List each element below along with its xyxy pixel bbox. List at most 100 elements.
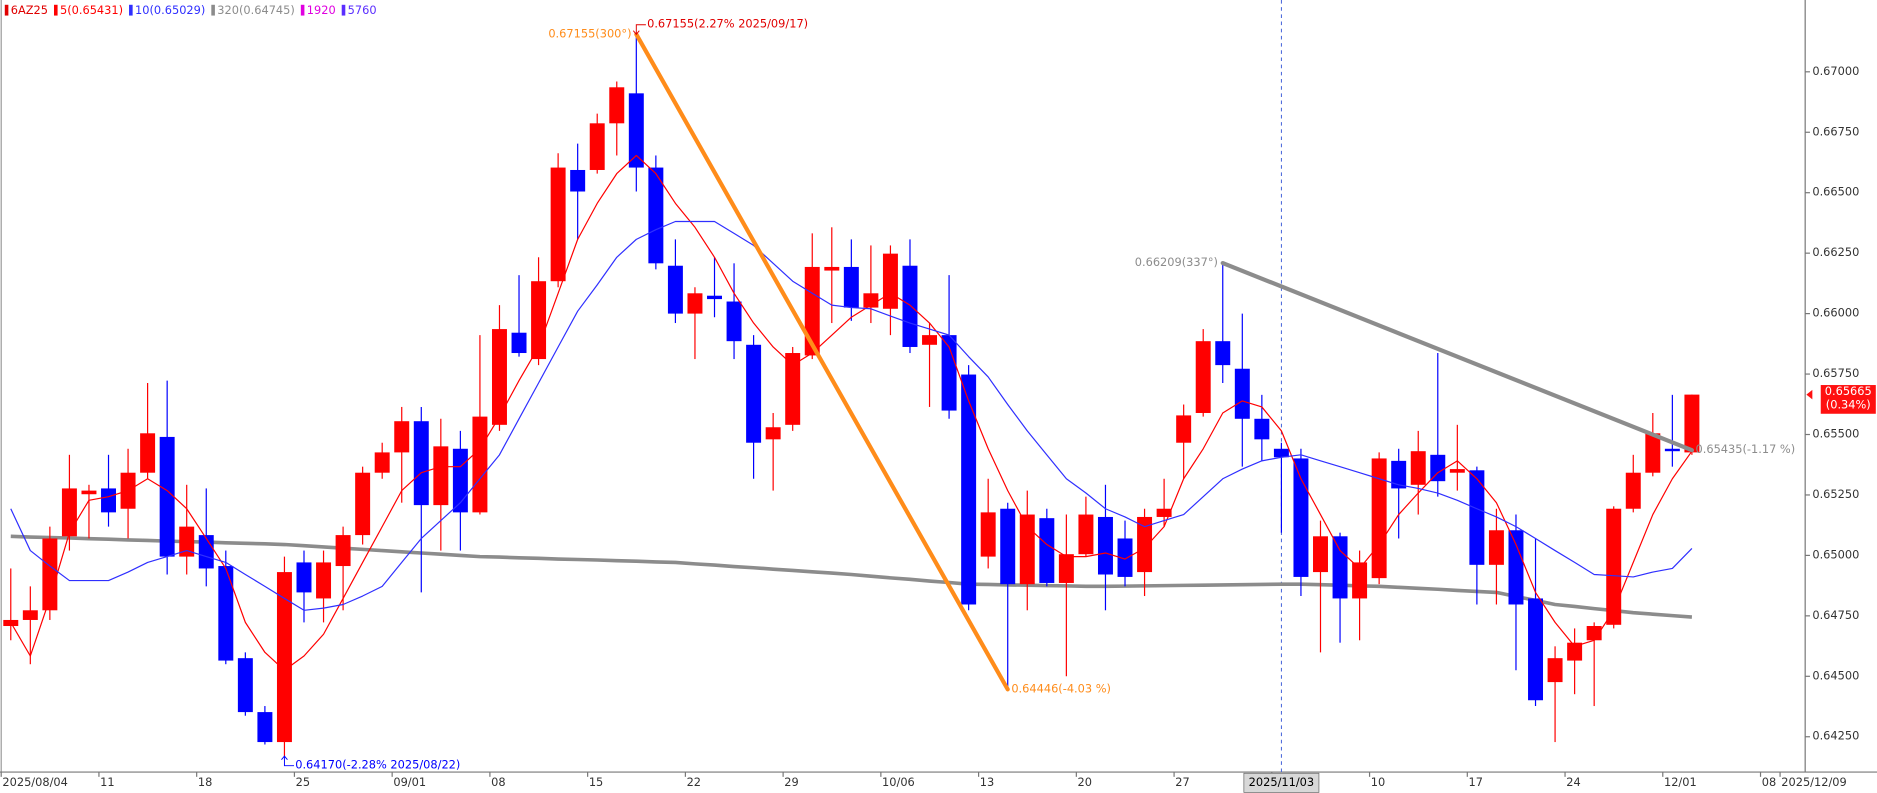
candle-body <box>1488 530 1504 565</box>
candle-body <box>1528 598 1544 701</box>
y-tick-label: 0.66500 <box>1812 185 1859 199</box>
x-tick-label: 2025/12/09 <box>1781 775 1846 789</box>
candle-body <box>1195 341 1211 413</box>
candle-body <box>961 374 977 605</box>
candle-body <box>765 427 781 440</box>
last-price-box <box>1820 385 1876 414</box>
x-tick-label: 11 <box>100 775 114 789</box>
legend-entry: 320(0.64745) <box>217 3 295 17</box>
candle-body <box>1547 658 1563 683</box>
candle-body <box>42 538 58 611</box>
trend-line-start-label: 0.67155(300°) <box>548 26 631 40</box>
extreme-marker-arrow <box>281 755 288 760</box>
candle-body <box>726 301 742 342</box>
candle-body <box>1215 341 1231 366</box>
legend-entry: 5760 <box>348 3 377 17</box>
moving-average-line <box>10 154 1693 671</box>
x-tick-label: 08 <box>491 775 505 789</box>
x-tick-label: 22 <box>687 775 701 789</box>
candle-body <box>804 266 820 356</box>
candle-body <box>413 421 429 506</box>
candle-body <box>1606 508 1622 625</box>
legend-entry: 1920 <box>307 3 336 17</box>
last-price-pointer <box>1806 389 1813 400</box>
candle-body <box>648 167 664 264</box>
trend-line-start-label: 0.66209(337°) <box>1135 255 1218 269</box>
candle-body <box>472 416 488 513</box>
candle-body <box>531 281 547 360</box>
x-tick-highlight-box <box>1243 772 1320 793</box>
candle-body <box>374 452 390 473</box>
y-tick-label: 0.65750 <box>1812 366 1859 380</box>
x-tick-label: 29 <box>784 775 798 789</box>
candle-body <box>1000 508 1016 585</box>
candle-body <box>1039 518 1055 583</box>
candle-body <box>433 446 449 506</box>
x-tick-label: 24 <box>1566 775 1580 789</box>
y-tick-label: 0.64750 <box>1812 608 1859 622</box>
y-tick-label: 0.64250 <box>1812 729 1859 743</box>
legend-entry-swatch <box>300 4 305 16</box>
candle-body <box>1137 516 1153 573</box>
candle-body <box>687 293 703 314</box>
x-tick-label: 20 <box>1078 775 1092 789</box>
candle-body <box>316 562 332 599</box>
candle-body <box>746 344 762 443</box>
y-tick-label: 0.66750 <box>1812 124 1859 138</box>
x-tick-label: 15 <box>589 775 603 789</box>
extreme-marker <box>635 24 646 35</box>
x-tick-label: 13 <box>980 775 994 789</box>
candle-body <box>1625 472 1641 509</box>
x-tick-label: 12/01 <box>1664 775 1697 789</box>
trend-line <box>1220 260 1695 453</box>
y-tick-label: 0.65250 <box>1812 487 1859 501</box>
candle-body <box>1097 516 1113 575</box>
candle-body <box>550 167 566 282</box>
legend-entry-swatch <box>53 4 58 16</box>
candle-body <box>1313 536 1328 573</box>
candle-body <box>1664 448 1680 452</box>
legend-entry: 10(0.65029) <box>135 3 205 17</box>
x-tick-label: 18 <box>198 775 212 789</box>
candle-body <box>81 490 97 495</box>
candle-body <box>198 535 214 569</box>
legend-entry-swatch <box>341 4 346 16</box>
extreme-marker-label: 0.64170(-2.28% 2025/08/22) <box>295 758 460 772</box>
candle-body <box>628 93 644 168</box>
candle-body <box>159 436 175 557</box>
extreme-marker-label: 0.67155(2.27% 2025/09/17) <box>647 17 808 31</box>
x-tick-label: 08 <box>1762 775 1776 789</box>
last-price-label: 0.65665 <box>1825 384 1872 398</box>
candle-body <box>667 265 683 314</box>
candle-body <box>863 293 879 308</box>
candle-body <box>296 562 312 593</box>
candle-body <box>140 433 156 473</box>
y-tick-label: 0.64500 <box>1812 668 1859 682</box>
x-tick-label: 2025/08/04 <box>2 775 67 789</box>
candle-body <box>1469 470 1485 565</box>
trend-line-end-label: 0.64446(-4.03 %) <box>1011 681 1111 695</box>
candle-body <box>824 266 840 271</box>
y-tick-label: 0.66250 <box>1812 245 1859 259</box>
candle-body <box>1430 454 1446 482</box>
candle-body <box>1391 460 1407 489</box>
candle-body <box>941 335 957 411</box>
candle-body <box>218 566 234 661</box>
candle-body <box>843 266 859 308</box>
extreme-marker-arrow <box>632 30 640 36</box>
candle-body <box>785 353 801 425</box>
y-tick-label: 0.67000 <box>1812 64 1859 78</box>
candle-body <box>257 712 273 743</box>
candle-body <box>1293 458 1309 577</box>
candle-body <box>355 472 371 536</box>
candle-body <box>902 265 918 347</box>
candle-body <box>1332 536 1348 599</box>
x-tick-label: 25 <box>296 775 310 789</box>
candle-body <box>922 335 938 345</box>
candle-body <box>511 332 527 354</box>
x-tick-label: 27 <box>1175 775 1189 789</box>
trend-line <box>634 32 1010 692</box>
x-tick-label: 10 <box>1371 775 1385 789</box>
